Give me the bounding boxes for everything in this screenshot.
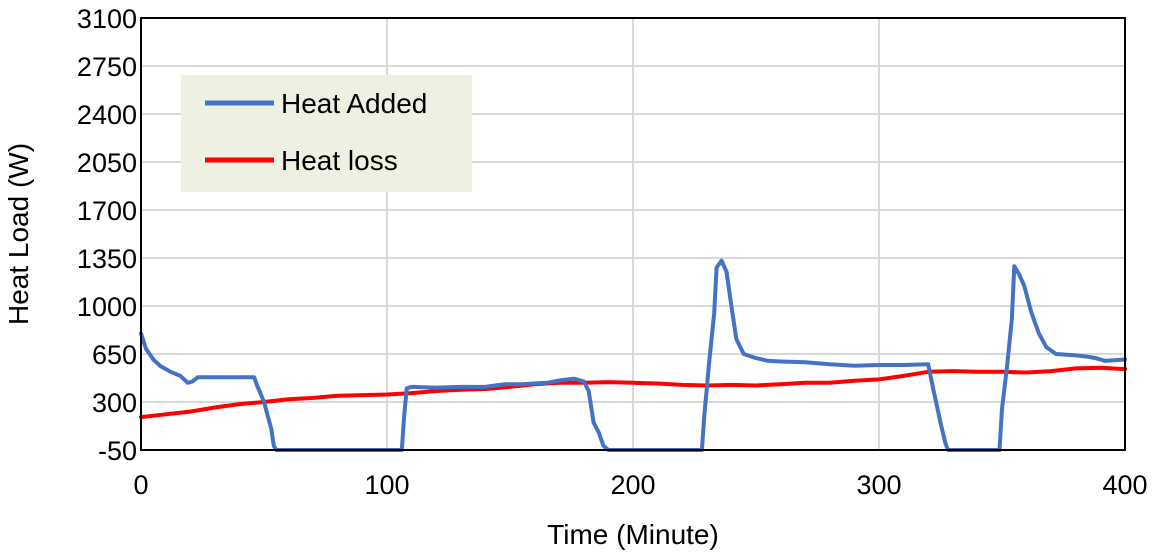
gridlines — [141, 18, 1125, 450]
x-tick-labels: 0 100 200 300 400 — [133, 470, 1147, 500]
legend-box — [181, 75, 472, 192]
series-line-heat-added — [139, 258, 1127, 452]
x-tick-label-300: 300 — [856, 470, 901, 500]
y-tick-label-3100: 3100 — [77, 4, 137, 34]
y-tick-label-2400: 2400 — [77, 100, 137, 130]
y-tick-label-2050: 2050 — [77, 148, 137, 178]
y-tick-label-1000: 1000 — [77, 292, 137, 322]
y-tick-label-300: 300 — [92, 388, 137, 418]
plot-area-frame — [140, 17, 1126, 451]
legend-label-heat-loss: Heat loss — [281, 145, 398, 176]
series-lines — [139, 258, 1127, 452]
y-axis-title: Heat Load (W) — [3, 143, 34, 325]
x-axis-title: Time (Minute) — [547, 519, 719, 550]
x-tick-label-200: 200 — [610, 470, 655, 500]
y-tick-label-2750: 2750 — [77, 52, 137, 82]
x-tick-label-400: 400 — [1102, 470, 1147, 500]
legend-label-heat-added: Heat Added — [281, 88, 427, 119]
x-tick-label-0: 0 — [133, 470, 148, 500]
series-line-heat-loss — [139, 365, 1127, 420]
x-tick-label-100: 100 — [364, 470, 409, 500]
y-tick-label-1350: 1350 — [77, 244, 137, 274]
legend: Heat Added Heat loss — [181, 75, 472, 192]
y-tick-label-1700: 1700 — [77, 196, 137, 226]
y-tick-label-50: -50 — [98, 436, 137, 466]
y-tick-label-650: 650 — [92, 340, 137, 370]
y-tick-labels: -50 300 650 1000 1350 1700 2050 2400 2750 3100 — [77, 4, 137, 466]
